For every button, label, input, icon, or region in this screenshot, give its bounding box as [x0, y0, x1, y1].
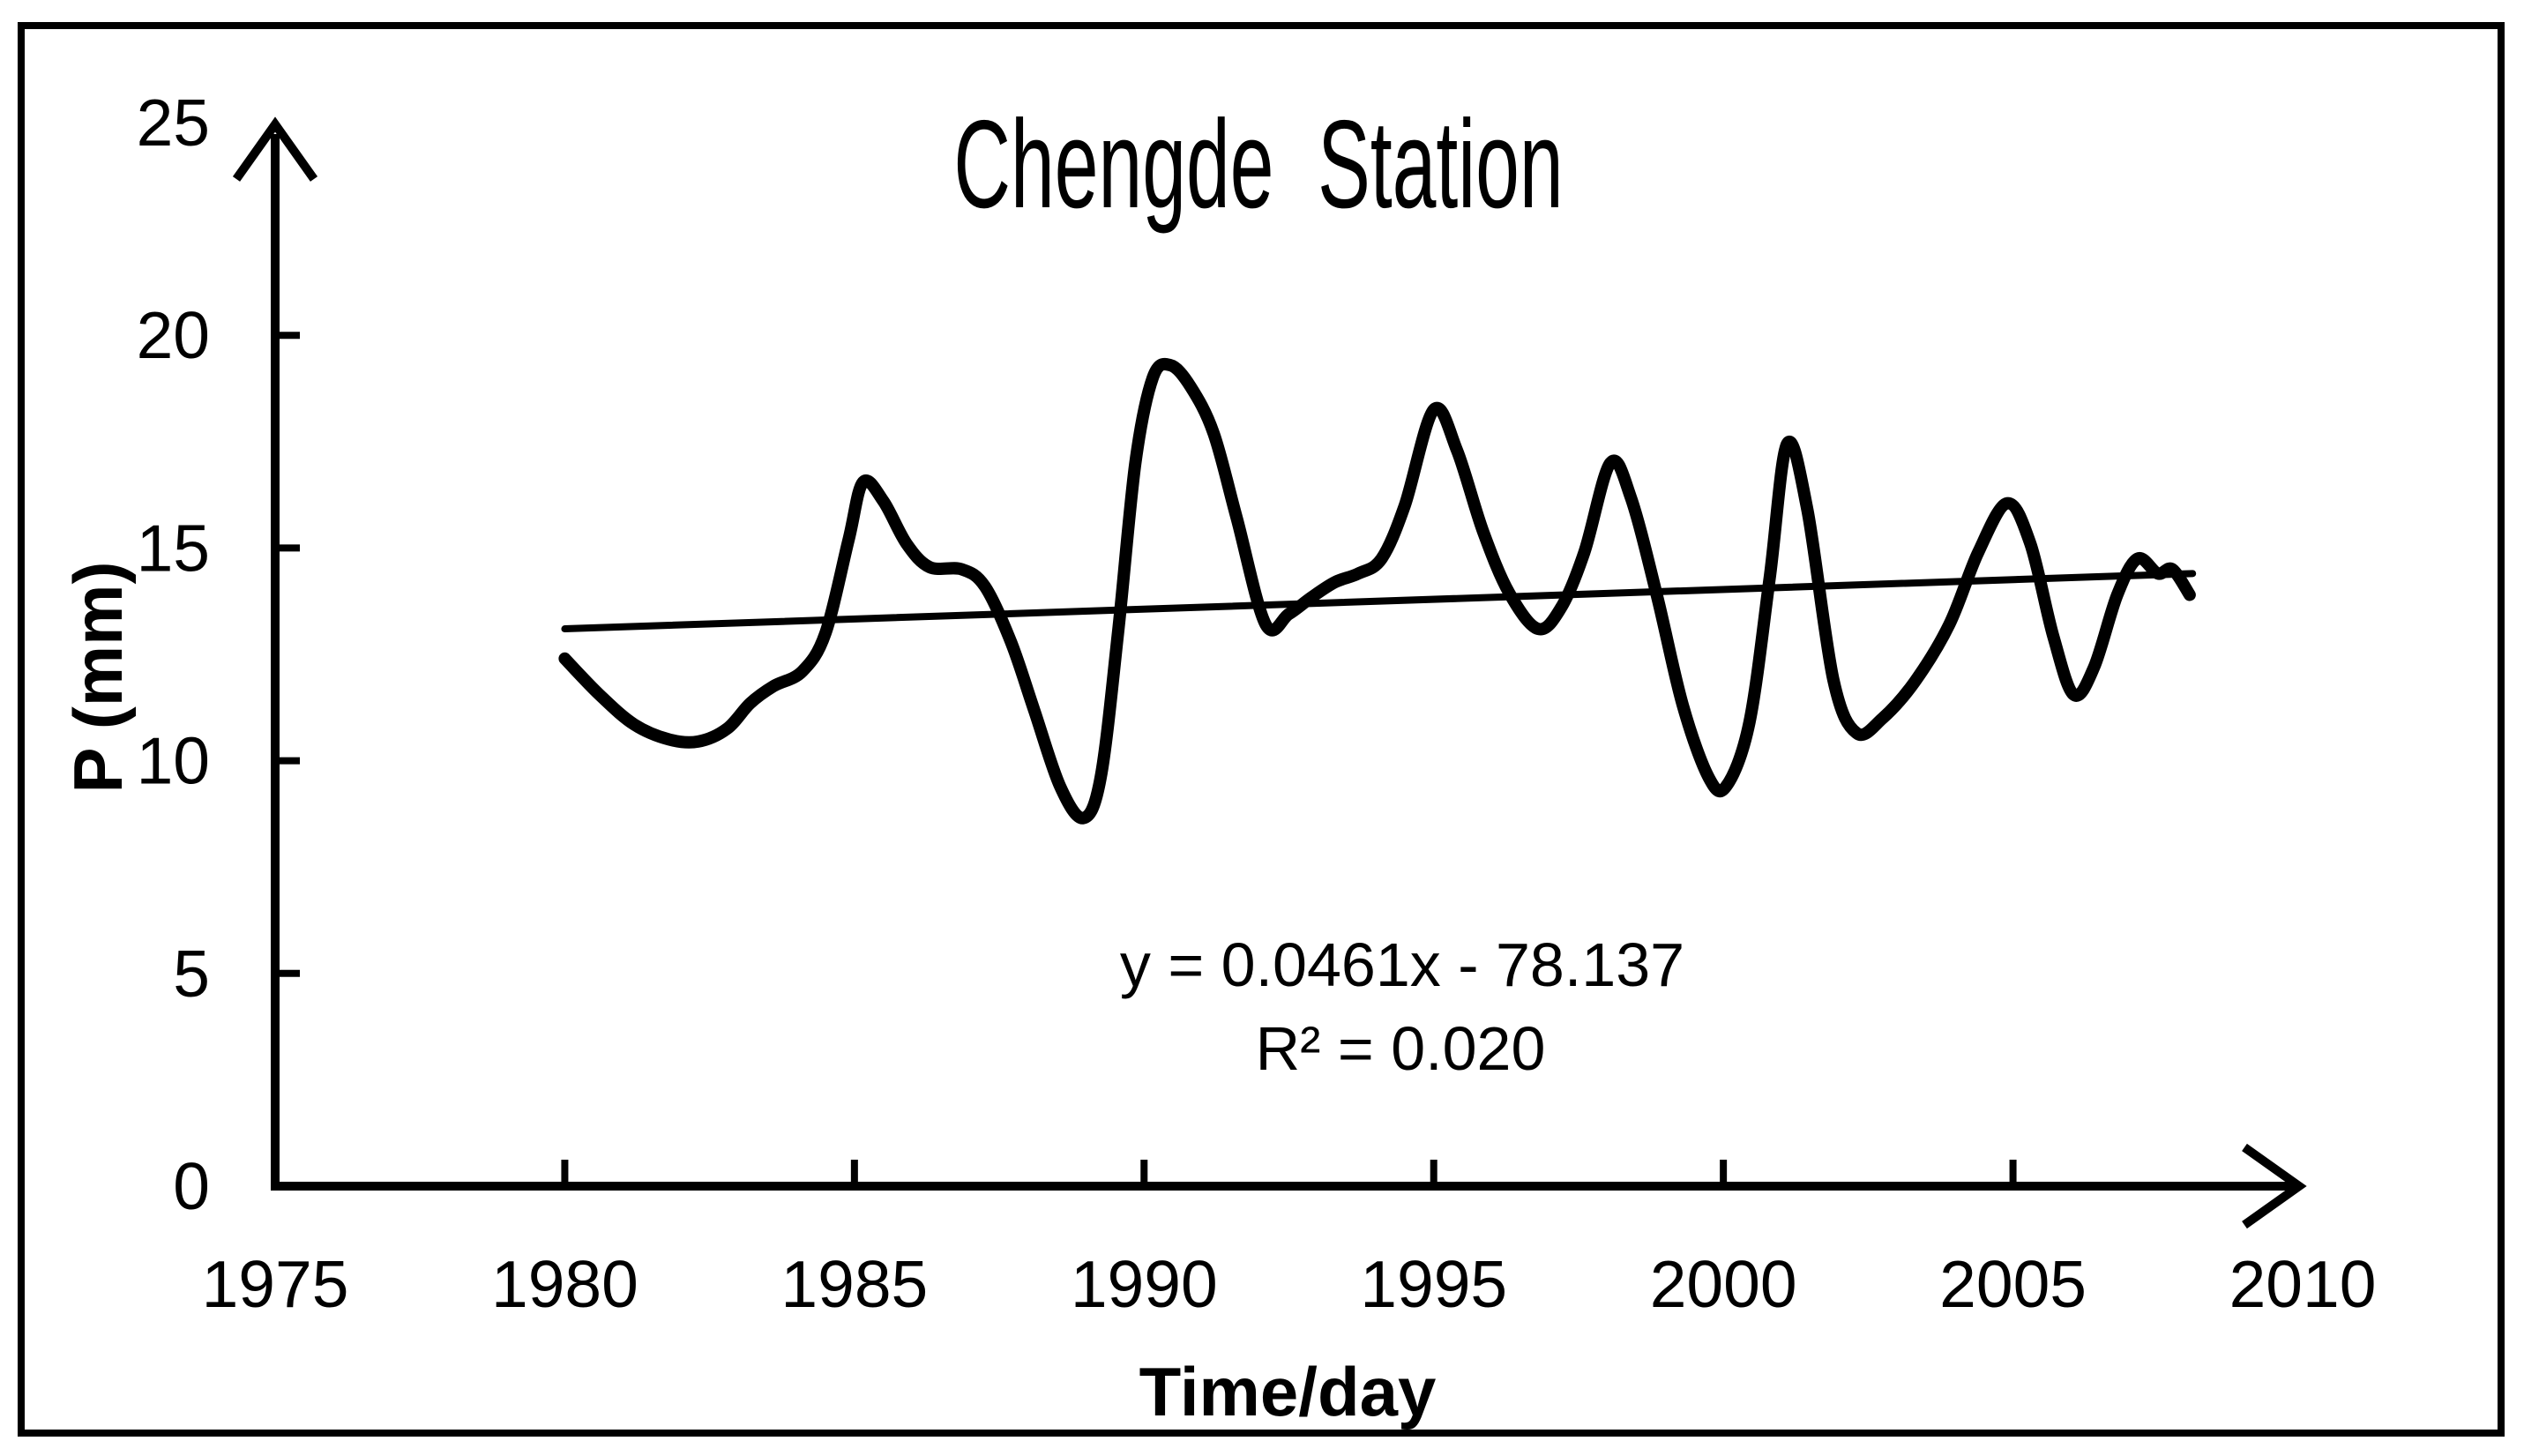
precipitation-curve: [558, 357, 2196, 825]
x-tick-label: 1985: [780, 1247, 928, 1321]
y-tick-label: 20: [137, 298, 210, 372]
y-tick-marks: [275, 332, 300, 977]
y-tick-label: 5: [173, 937, 210, 1011]
y-tick-label: 0: [173, 1149, 210, 1223]
y-tick-labels: 0 5 10 15 20 25: [137, 86, 210, 1223]
trend-equation: y = 0.0461x - 78.137: [1120, 930, 1684, 999]
x-tick-label: 2005: [1939, 1247, 2087, 1321]
x-tick-label: 2000: [1650, 1247, 1797, 1321]
x-tick-label: 1995: [1360, 1247, 1507, 1321]
chart-title: Chengde Station: [953, 95, 1563, 235]
y-tick-label: 15: [137, 511, 210, 585]
x-tick-marks: [561, 1160, 2017, 1186]
y-tick-label: 10: [137, 724, 210, 798]
r-squared-label: R² = 0.020: [1256, 1014, 1546, 1083]
y-tick-label: 25: [137, 86, 210, 160]
chart-border: [18, 22, 2505, 1437]
x-tick-label: 1980: [491, 1247, 638, 1321]
x-tick-label: 1990: [1071, 1247, 1218, 1321]
y-axis-title: P (mm): [59, 562, 137, 794]
trend-line: [561, 570, 2197, 633]
x-tick-label: 2010: [2229, 1247, 2377, 1321]
x-axis-arrow-icon: [2242, 1143, 2307, 1229]
x-tick-labels: 1975 1980 1985 1990 1995 2000 2005 2010: [202, 1247, 2377, 1321]
y-axis-arrow-icon: [232, 116, 318, 182]
x-tick-label: 1975: [202, 1247, 349, 1321]
x-axis-title: Time/day: [1139, 1353, 1437, 1430]
